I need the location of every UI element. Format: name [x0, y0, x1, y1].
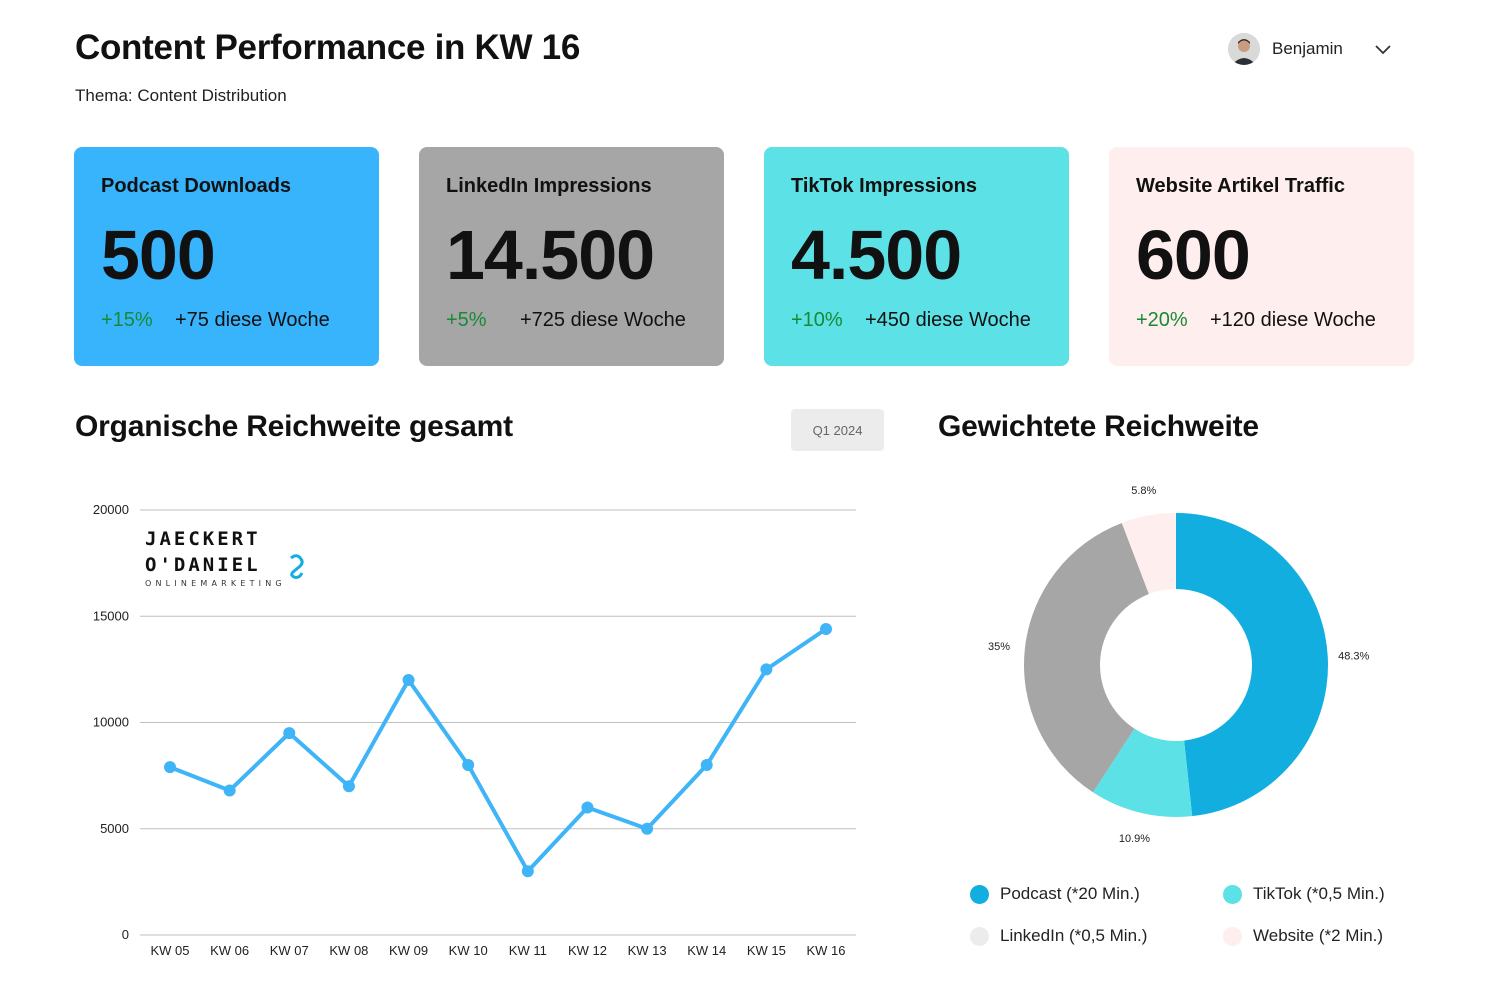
y-tick-label: 15000: [93, 608, 129, 623]
x-tick-label: KW 13: [628, 943, 667, 958]
donut-slice: [1121, 513, 1176, 594]
legend-label: LinkedIn (*0,5 Min.): [1000, 926, 1148, 945]
legend-swatch: [970, 884, 989, 904]
kpi-change-pct: +5%: [446, 309, 487, 331]
legend-swatch: [1223, 884, 1242, 904]
avatar[interactable]: [1228, 33, 1260, 65]
legend-label: Podcast (*20 Min.): [1000, 884, 1140, 903]
data-point: [820, 623, 832, 635]
kpi-change-abs: +75 diese Woche: [175, 309, 330, 331]
donut-slice: [1024, 522, 1149, 793]
x-tick-label: KW 14: [687, 943, 726, 958]
kpi-value: 600: [1136, 216, 1251, 294]
page-subtitle: Thema: Content Distribution: [75, 86, 287, 105]
data-point: [223, 784, 236, 797]
data-point: [402, 674, 415, 686]
x-tick-label: KW 07: [270, 943, 309, 958]
slice-value-label: 10.9%: [1119, 833, 1150, 845]
data-point: [760, 663, 773, 676]
legend-label: Website (*2 Min.): [1253, 926, 1384, 945]
page-title: Content Performance in KW 16: [75, 28, 581, 67]
data-point: [641, 822, 654, 835]
kpi-label: TikTok Impressions: [791, 175, 977, 197]
reach-line-chart: 0 5000 10000 15000 20000 JAECKERT O'DANIEL O…: [93, 502, 856, 958]
legend-label: TikTok (*0,5 Min.): [1253, 884, 1385, 903]
x-tick-label: KW 15: [747, 943, 786, 958]
reach-section-title: Organische Reichweite gesamt: [75, 410, 513, 443]
kpi-label: Podcast Downloads: [101, 175, 292, 197]
kpi-value: 4.500: [791, 216, 962, 294]
chart-grid: 0 5000 10000 15000 20000: [93, 502, 856, 942]
chevron-down-icon[interactable]: [1373, 39, 1393, 59]
legend-item-linkedin: LinkedIn (*0,5 Min.): [970, 926, 1147, 946]
data-point: [581, 801, 594, 814]
weighted-donut-chart: 48.3% 10.9% 35% 5.8%: [988, 485, 1370, 845]
kpi-card-podcast: Podcast Downloads 500 +15% +75 diese Woch…: [74, 147, 379, 366]
kpi-change-pct: +15%: [101, 309, 153, 331]
chart-series: [164, 623, 832, 878]
kpi-change-pct: +20%: [1136, 309, 1188, 331]
legend-swatch: [1223, 926, 1242, 946]
period-selector[interactable]: Q1 2024: [791, 409, 884, 451]
kpi-change-abs: +120 diese Woche: [1210, 309, 1376, 331]
agency-logo: JAECKERT O'DANIEL ONLINEMARKETING: [145, 528, 304, 588]
data-point: [521, 865, 534, 878]
donut-slice: [1176, 513, 1329, 817]
user-name: Benjamin: [1272, 39, 1343, 58]
donut-slices: [1024, 513, 1329, 817]
x-tick-label: KW 08: [329, 943, 368, 958]
y-tick-label: 10000: [93, 715, 129, 730]
kpi-label: Website Artikel Traffic: [1136, 175, 1345, 197]
donut-slice: [1092, 728, 1193, 817]
weighted-section-title: Gewichtete Reichweite: [938, 410, 1259, 443]
x-tick-label: KW 09: [389, 943, 428, 958]
y-tick-label: 0: [122, 927, 129, 942]
user-menu[interactable]: Benjamin: [1228, 33, 1393, 65]
data-point: [342, 780, 355, 793]
kpi-change-pct: +10%: [791, 309, 843, 331]
slice-value-label: 48.3%: [1338, 650, 1369, 662]
y-tick-label: 5000: [100, 821, 129, 836]
legend-item-website: Website (*2 Min.): [1223, 926, 1383, 946]
kpi-label: LinkedIn Impressions: [446, 175, 652, 197]
legend-swatch: [970, 926, 989, 946]
logo-ampersand-icon: [290, 554, 304, 579]
logo-line-1: JAECKERT: [145, 528, 261, 550]
kpi-change-abs: +725 diese Woche: [520, 309, 686, 331]
kpi-value: 500: [101, 216, 216, 294]
x-tick-label: KW 06: [210, 943, 249, 958]
legend-item-podcast: Podcast (*20 Min.): [970, 884, 1140, 904]
kpi-card-tiktok: TikTok Impressions 4.500 +10% +450 diese …: [764, 147, 1069, 366]
x-tick-label: KW 11: [509, 943, 547, 958]
slice-value-label: 5.8%: [1131, 485, 1156, 497]
user-avatar-icon: [1228, 33, 1260, 65]
data-point: [700, 759, 713, 771]
logo-line-3: ONLINEMARKETING: [145, 579, 286, 588]
data-point: [462, 759, 475, 771]
x-tick-label: KW 16: [806, 943, 845, 958]
kpi-value: 14.500: [446, 216, 655, 294]
slice-value-label: 35%: [988, 641, 1010, 653]
data-point: [283, 727, 296, 740]
x-tick-label: KW 05: [150, 943, 189, 958]
chart-x-labels: KW 05 KW 06 KW 07 KW 08 KW 09 KW 10 KW 11 KW 12…: [150, 943, 845, 958]
series-line: [168, 627, 828, 874]
donut-labels: 48.3% 10.9% 35% 5.8%: [988, 485, 1370, 845]
kpi-change-abs: +450 diese Woche: [865, 309, 1031, 331]
x-tick-label: KW 10: [449, 943, 488, 958]
y-tick-label: 20000: [93, 502, 129, 517]
x-tick-label: KW 12: [568, 943, 607, 958]
legend-item-tiktok: TikTok (*0,5 Min.): [1223, 884, 1385, 904]
kpi-card-linkedin: LinkedIn Impressions 14.500 +5% +725 dies…: [419, 147, 724, 366]
kpi-card-website: Website Artikel Traffic 600 +20% +120 die…: [1109, 147, 1414, 366]
logo-line-2: O'DANIEL: [145, 554, 261, 576]
data-point: [164, 761, 176, 774]
